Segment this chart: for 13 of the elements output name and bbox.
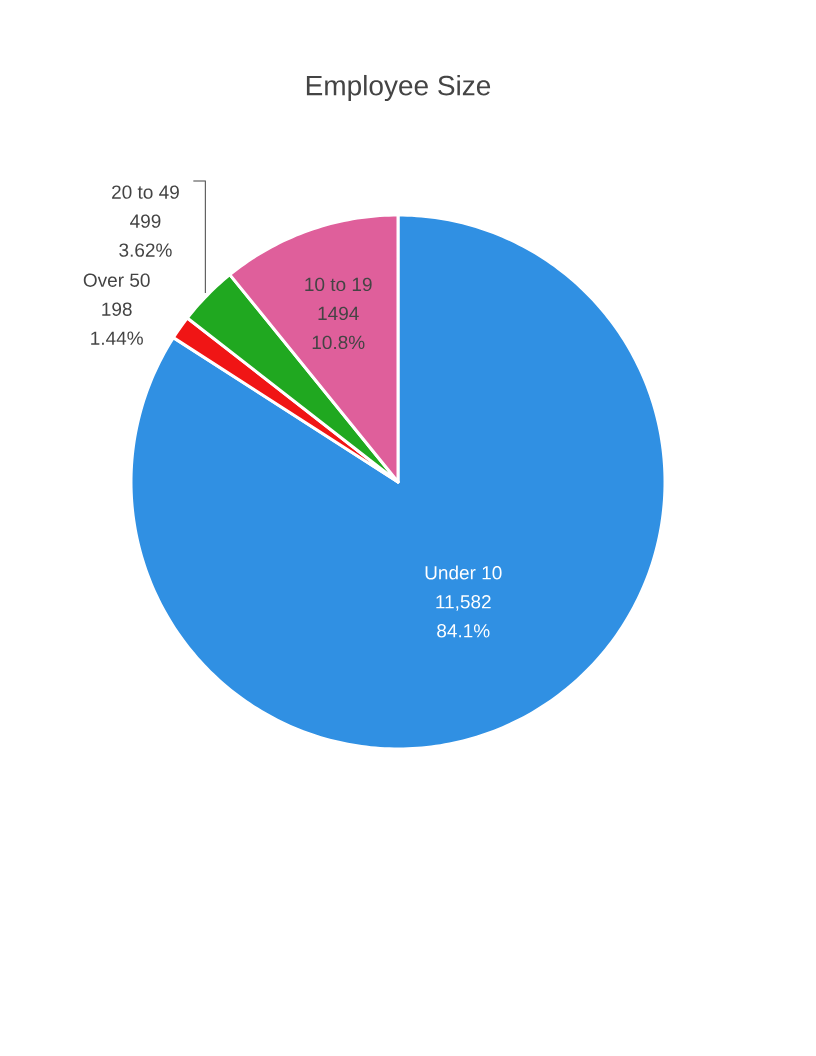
slice-label: Over 50 [83,273,150,287]
slice-label: 10 to 19 [305,277,372,292]
text: 84.1% [437,624,490,638]
data-label: 499 [130,214,161,228]
data-label: 11,582 [436,595,491,611]
text: 10.8% [312,335,365,350]
slice-label: 20 to 49 [112,185,179,199]
data-label: 198 [102,302,132,316]
chart-title: Employee Size [306,74,491,102]
data-label: 1494 [318,306,359,321]
slice-label: Under 10 [425,565,502,580]
text: 3.62% [119,243,172,257]
text: 1.44% [91,331,143,345]
